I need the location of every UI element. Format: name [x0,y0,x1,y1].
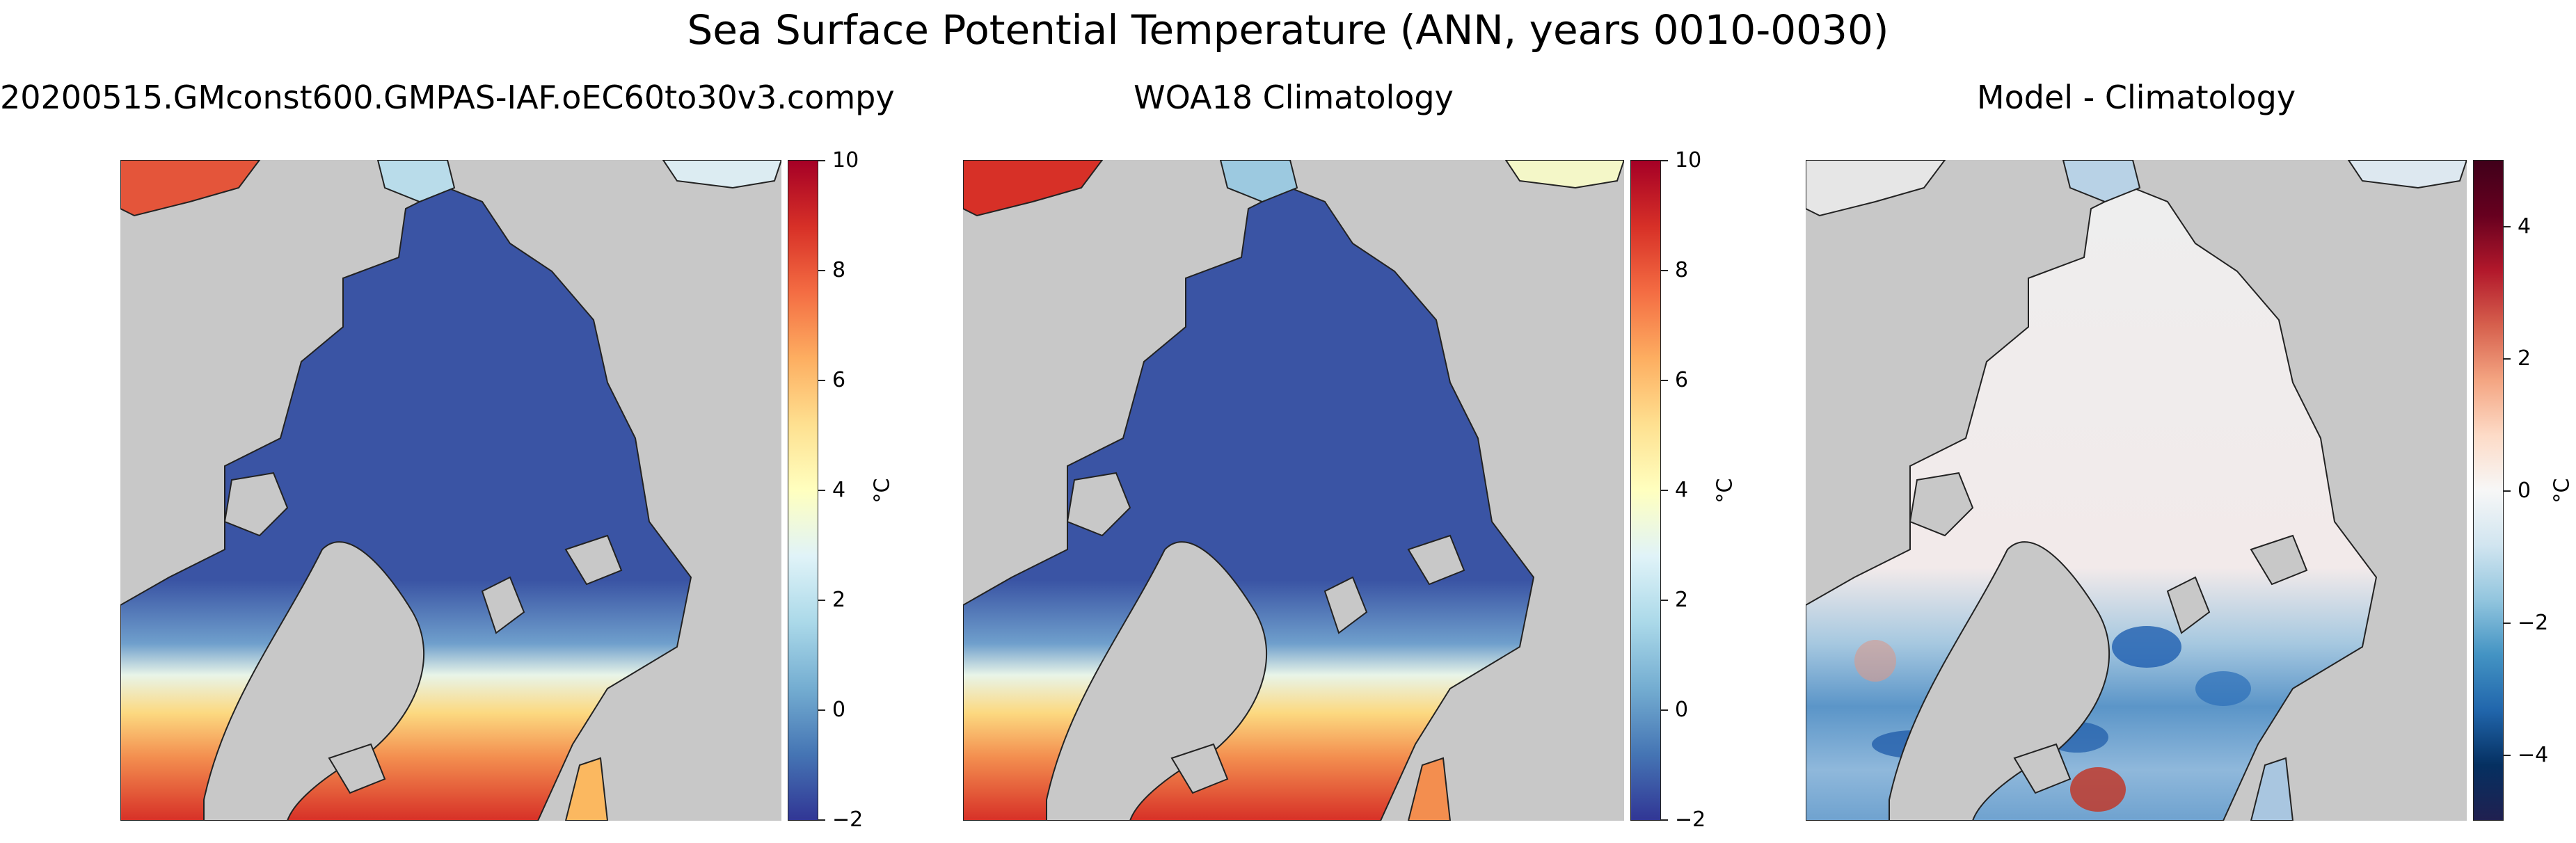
panel-3-colorbar-label: °C [2550,478,2575,504]
panel-3-tick-4: 4 [2518,214,2531,239]
panel-2-tickmark [1661,160,1668,161]
panel-3-tickmark [2504,358,2511,360]
panel-3-tick-2: 0 [2518,479,2531,503]
panel-1-tick-1: 0 [832,698,846,722]
panel-3-colorbar [2473,160,2504,821]
panel-3-tickmark [2504,623,2511,624]
panel-2-tick-1: 0 [1675,698,1689,722]
panel-3-tickmark [2504,226,2511,227]
panel-1-tick-5: 8 [832,258,846,282]
panel-1-tickmark [818,819,825,821]
panel-2-title: WOA18 Climatology [1134,79,1454,116]
panel-1-tickmark [818,600,825,601]
panel-1-tickmark [818,160,825,161]
panel-2-tick-6: 10 [1675,148,1702,172]
panel-3-tick-3: 2 [2518,346,2531,371]
panel-2-tickmark [1661,600,1668,601]
panel-1-tickmark [818,709,825,711]
panel-1-tick-6: 10 [832,148,859,172]
panel-1-tickmark [818,490,825,491]
panel-2-map [963,160,1624,821]
panel-2-tick-0: −2 [1675,808,1706,832]
panel-2-tickmark [1661,270,1668,271]
panel-2-tick-3: 4 [1675,478,1689,502]
panel-1-title: 20200515.GMconst600.GMPAS-IAF.oEC60to30v… [0,79,895,116]
panel-1-colorbar-label: °C [870,478,895,504]
panel-2-tick-5: 8 [1675,258,1689,282]
panel-1-tick-3: 4 [832,478,846,502]
panel-2-tickmark [1661,490,1668,491]
panel-1-tickmark [818,380,825,381]
panel-2-colorbar-label: °C [1712,478,1738,504]
panel-2-tickmark [1661,819,1668,821]
figure-title: Sea Surface Potential Temperature (ANN, … [687,6,1889,54]
panel-3-tick-0: −4 [2518,743,2549,767]
panel-2-colorbar [1630,160,1661,821]
panel-3-tickmark [2504,755,2511,756]
panel-1-tick-4: 6 [832,368,846,392]
panel-2-tick-4: 6 [1675,368,1689,392]
panel-2-tickmark [1661,709,1668,711]
panel-1-colorbar [788,160,818,821]
panel-3-title: Model - Climatology [1976,79,2296,116]
panel-3-tick-1: −2 [2518,611,2549,635]
panel-3-map-image [1806,160,2467,821]
panel-2-tick-2: 2 [1675,588,1689,612]
panel-2-tickmark [1661,380,1668,381]
panel-1-map-image [120,160,781,821]
panel-1-tick-2: 2 [832,588,846,612]
panel-3-map [1806,160,2467,821]
panel-1-map [120,160,781,821]
panel-1-tickmark [818,270,825,271]
panel-3-tickmark [2504,490,2511,492]
panel-1-tick-0: −2 [832,808,864,832]
panel-2-map-image [963,160,1624,821]
